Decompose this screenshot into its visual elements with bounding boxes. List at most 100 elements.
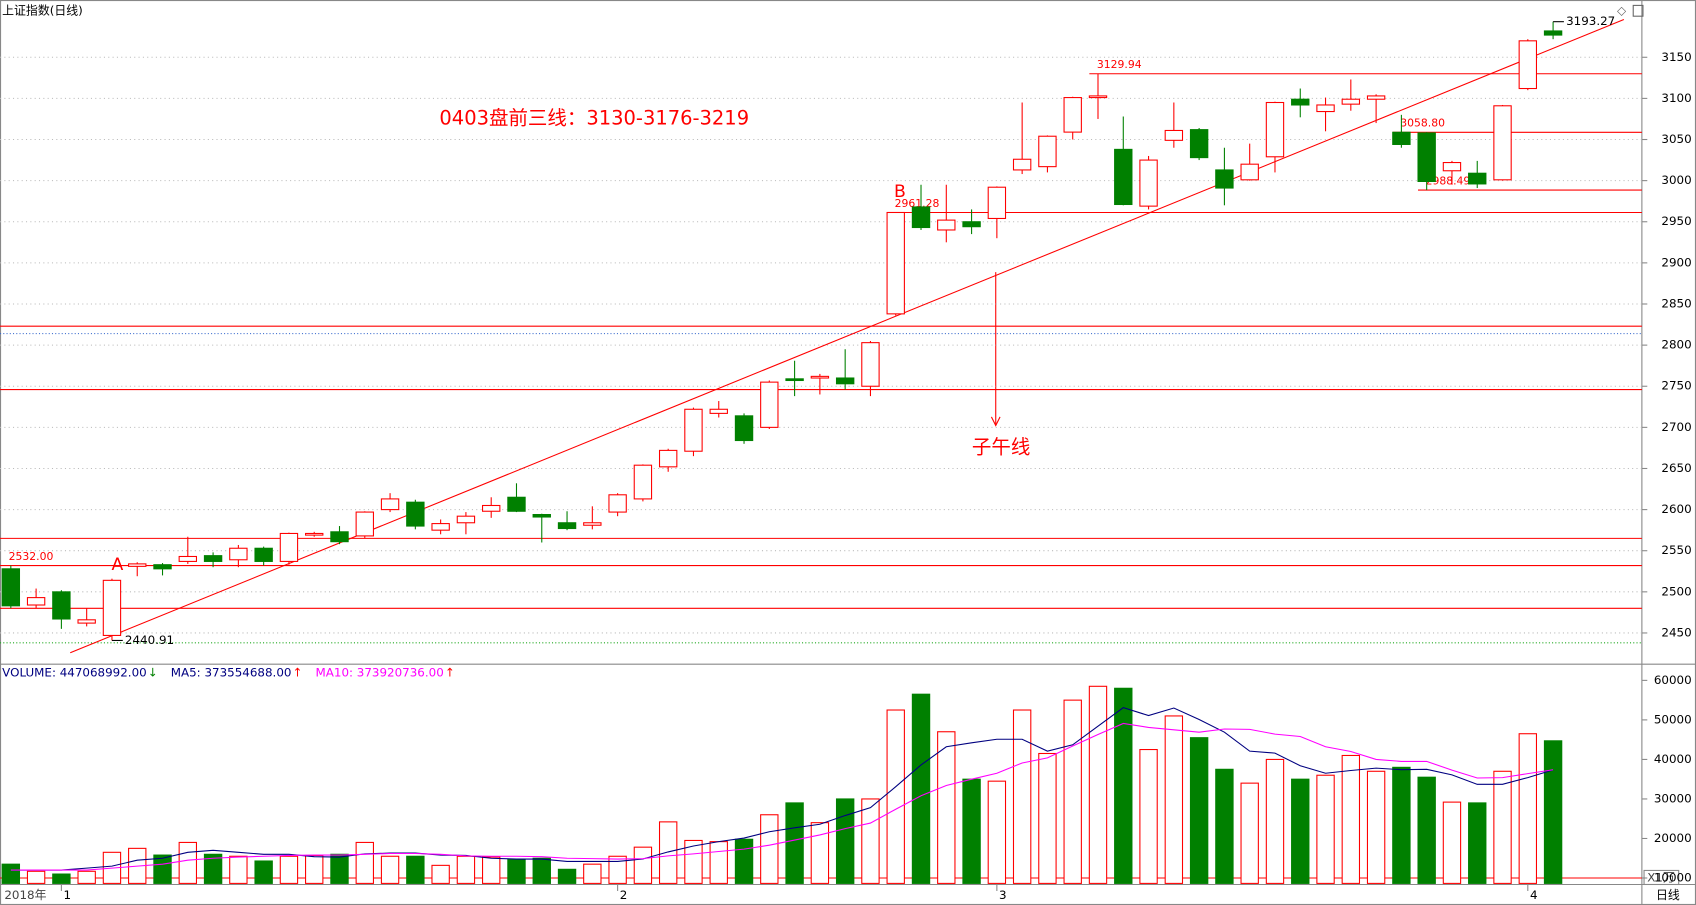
candle-body [987,186,1007,220]
candle-body [456,515,476,524]
x-tick-label: 4 [1530,888,1538,902]
volume-bar [1366,770,1386,884]
candle-body [26,597,46,606]
y-tick-label: 20000 [1654,831,1692,845]
y-tick-label: 3100 [1661,91,1691,105]
candle-body [1139,159,1158,207]
candle-body [279,532,299,562]
volume-bar [760,814,779,884]
y-tick-label: 30000 [1654,791,1692,805]
volume-bar [203,853,223,884]
volume-bar [456,855,476,884]
candle-body [406,501,425,527]
volume-bar [52,873,71,884]
volume-bar [1215,768,1234,884]
candle-body [760,381,779,428]
volume-bar [254,860,273,884]
meridian-arrowhead [990,416,1001,427]
volume-bar [785,802,804,884]
candle-body [203,555,223,562]
volume-bar [937,731,956,884]
candle-body [1543,30,1563,36]
candle-body [1038,135,1057,168]
volume-bar [658,821,678,884]
volume-bar [1088,685,1108,884]
candle-body [1316,104,1335,113]
tool-icon[interactable] [1632,4,1644,17]
candle-body [583,522,602,526]
candle-body [557,522,577,530]
candle-body [911,206,931,229]
candle-body [431,523,450,531]
unit-label: X1万 [1647,871,1675,885]
candle-body [886,211,905,315]
candle-body [608,494,627,513]
volume-bar [1114,687,1133,884]
volume-bar [962,778,981,884]
x-tick-label: 2 [620,888,628,902]
candle-body [1366,95,1386,100]
candle-body [1215,169,1234,189]
candle-body [1392,131,1411,145]
candle-body [507,496,526,512]
volume-bar [380,855,400,884]
volume-bar [709,841,728,884]
volume-bar [1543,740,1563,884]
level-label: 2532.00 [9,550,54,563]
y-tick-label: 2600 [1661,502,1691,516]
candle-body [229,547,248,561]
volume-bar [583,863,602,884]
volume-bar [1265,758,1285,884]
volume-bar [532,857,551,884]
volume-bar [1392,766,1411,884]
candle-body [1518,40,1538,90]
candle-body [532,513,551,518]
indicator-arrow: ↑ [293,665,303,679]
volume-bar [1,863,21,884]
point-label: 3193.27 [1566,14,1615,28]
volume-bar [1341,754,1361,884]
y-tick-label: 10000 [1654,871,1692,885]
candle-body [178,555,198,562]
candle-body [709,408,728,414]
volume-bar [684,839,703,884]
indicator-arrow: ↑ [445,665,455,679]
volume-bar [835,798,855,884]
volume-bar [330,853,349,884]
tool-icon[interactable]: ◇ [1617,3,1627,17]
y-tick-label: 2550 [1661,543,1691,557]
candle-body [153,564,172,570]
point-label: 2440.91 [125,633,174,647]
y-tick-label: 60000 [1654,673,1692,687]
candle-body [861,342,880,387]
period-label: 日线 [1656,888,1680,902]
volume-bar [431,864,450,884]
y-tick-label: 3000 [1661,173,1691,187]
volume-bar [482,856,501,884]
y-tick-label: 2650 [1661,461,1691,475]
indicator-arrow: ↓ [148,665,158,679]
y-tick-label: 2700 [1661,420,1691,434]
y-tick-label: 2800 [1661,338,1691,352]
candle-body [355,511,374,537]
candle-body [810,375,830,379]
candle-body [1114,148,1133,206]
volume-bar [810,822,830,884]
volume-bar [507,858,526,884]
y-tick-label: 3050 [1661,132,1691,146]
indicator-label: VOLUME: 447068992.00 [2,665,147,679]
candle-body [937,219,956,231]
candle-body [633,464,653,500]
candle-body [1063,97,1082,133]
point-b: B [894,182,906,202]
candle-body [1442,162,1462,172]
volume-bar [305,854,324,884]
volume-bar [734,838,754,884]
volume-bar [1012,709,1032,884]
candle-body [1493,105,1512,181]
volume-bar [1493,770,1512,884]
y-tick-label: 2950 [1661,214,1691,228]
